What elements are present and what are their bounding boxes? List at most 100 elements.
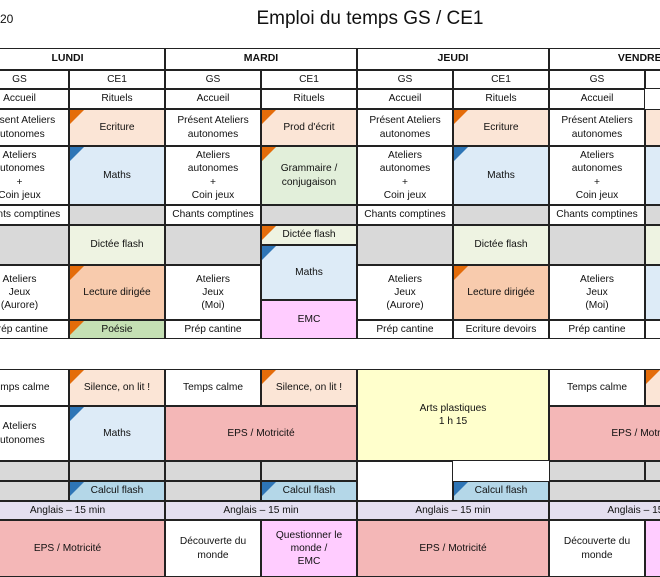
morning-slot-text: Chants comptines <box>172 209 254 221</box>
morning-slot: Prép cantine <box>357 320 453 339</box>
day-header-jeudi-text: JEUDI <box>437 52 469 65</box>
subject-marker-icon <box>454 110 468 124</box>
morning-slot: Ateliers autonomes + Coin jeux <box>357 146 453 205</box>
subject-marker-icon <box>262 246 276 260</box>
morning-slot-text: Prod d'écrit <box>283 121 335 133</box>
morning-slot: Ateliers Jeux (Aurore) <box>357 265 453 320</box>
afternoon-slot: Temps calme <box>165 369 261 406</box>
afternoon-slot: Calcul flash <box>69 481 165 501</box>
afternoon-slot-empty <box>549 481 660 501</box>
morning-slot: Accueil <box>165 89 261 109</box>
morning-slot-cut <box>645 146 660 205</box>
morning-slot-text: Ateliers autonomes + Coin jeux <box>571 150 623 201</box>
day-header-vendredi: VENDREDI <box>549 48 660 70</box>
morning-slot: Rituels <box>453 89 549 109</box>
morning-slot: Maths <box>69 146 165 205</box>
afternoon-slot: Ateliers autonomes <box>0 406 69 461</box>
morning-slot-text: Dictée flash <box>282 229 336 241</box>
morning-slot-text: Accueil <box>388 93 422 105</box>
morning-slot: Ateliers autonomes + Coin jeux <box>165 146 261 205</box>
level-header-ce1-text: CE1 <box>299 73 319 85</box>
afternoon-slot <box>645 461 660 481</box>
morning-slot: Prép cantine <box>549 320 645 339</box>
level-header-gs: GS <box>165 70 261 89</box>
afternoon-slot-text: Temps calme <box>182 381 243 393</box>
afternoon-slot: Silence, on lit ! <box>261 369 357 406</box>
afternoon-slot-text: Découverte du monde <box>563 536 631 561</box>
day-header-lundi-text: LUNDI <box>51 52 84 65</box>
morning-slot-text: Maths <box>103 169 131 181</box>
morning-slot: Chants comptines <box>0 205 69 225</box>
morning-slot-text: Ateliers Jeux (Aurore) <box>386 273 424 312</box>
afternoon-slot: Calcul flash <box>261 481 357 501</box>
morning-slot-cut <box>645 265 660 320</box>
afternoon-slot-empty <box>357 461 453 501</box>
afternoon-slot <box>165 461 261 481</box>
afternoon-slot <box>549 461 645 481</box>
afternoon-slot: Temps calme <box>549 369 645 406</box>
morning-slot-text: Accueil <box>3 93 36 105</box>
morning-slot-text: Chants comptines <box>0 209 61 221</box>
english-slot: Anglais – 15 min <box>0 501 165 520</box>
morning-slot: Ateliers Jeux (Aurore) <box>0 265 69 320</box>
morning-slot-text: Chants comptines <box>556 209 638 221</box>
english-slot-text: Anglais – 15 min <box>223 504 299 516</box>
level-header-ce1: CE1 <box>69 70 165 89</box>
morning-slot-text: Maths <box>487 169 515 181</box>
subject-marker-icon <box>262 147 276 161</box>
morning-slot: Accueil <box>357 89 453 109</box>
level-header-ce1: CE1 <box>261 70 357 89</box>
level-header-ce1: CE1 <box>645 70 660 89</box>
afternoon-slot: Découverte du monde <box>549 520 645 577</box>
subject-marker-icon <box>454 147 468 161</box>
morning-slot <box>357 225 453 265</box>
morning-slot-text: Poésie <box>101 323 133 335</box>
morning-slot-text: Lecture dirigée <box>83 286 151 298</box>
english-slot: Anglais – 15 min <box>357 501 549 520</box>
morning-slot: Chants comptines <box>549 205 645 225</box>
morning-slot-text: Prép cantine <box>0 323 49 335</box>
morning-slot: Lecture dirigée <box>453 265 549 320</box>
morning-slot-text: EMC <box>297 313 321 325</box>
morning-slot-text: Grammaire / conjugaison <box>280 163 338 188</box>
morning-slot <box>453 205 549 225</box>
afternoon-slot: Questionner le monde / EMC <box>261 520 357 577</box>
day-header-lundi: LUNDI <box>0 48 165 70</box>
level-header-gs-text: GS <box>589 73 605 85</box>
morning-slot-text: Présent Ateliers autonomes <box>0 115 56 140</box>
day-header-jeudi: JEUDI <box>357 48 549 70</box>
morning-slot: Accueil <box>0 89 69 109</box>
morning-slot: Rituels <box>261 89 357 109</box>
afternoon-slot-text: Temps calme <box>0 381 50 393</box>
afternoon-slot-text: EPS / Motricité <box>611 427 660 439</box>
morning-slot: Grammaire / conjugaison <box>261 146 357 205</box>
subject-marker-icon <box>262 110 276 124</box>
morning-slot: Ateliers Jeux (Moi) <box>549 265 645 320</box>
day-header-mardi-text: MARDI <box>243 52 279 65</box>
subject-marker-icon <box>70 110 84 124</box>
morning-slot: Ateliers autonomes + Coin jeux <box>0 146 69 205</box>
morning-slot-text: Présent Ateliers autonomes <box>561 115 633 140</box>
morning-slot: Lecture dirigée <box>69 265 165 320</box>
level-header-ce1-text: CE1 <box>491 73 511 85</box>
afternoon-slot-text: Silence, on lit ! <box>275 381 343 393</box>
afternoon-slot <box>69 461 165 481</box>
morning-slot: Maths <box>261 245 357 300</box>
morning-slot-text: Rituels <box>293 93 325 105</box>
english-slot: Anglais – 15 min <box>165 501 357 520</box>
afternoon-slot-text: Maths <box>103 427 131 439</box>
morning-slot-text: Présent Ateliers autonomes <box>369 115 441 140</box>
morning-slot-text: Ateliers autonomes + Coin jeux <box>379 150 431 201</box>
english-slot-text: Anglais – 15 min <box>415 504 491 516</box>
afternoon-slot <box>261 461 357 481</box>
morning-slot-text: Ateliers autonomes + Coin jeux <box>187 150 239 201</box>
day-header-mardi: MARDI <box>165 48 357 70</box>
morning-slot-text: Ateliers Jeux (Moi) <box>580 273 614 312</box>
afternoon-slot-text: Arts plastiques 1 h 15 <box>419 402 487 427</box>
morning-slot: Rituels <box>69 89 165 109</box>
morning-slot: EMC <box>261 300 357 339</box>
morning-slot-text: Accueil <box>580 93 614 105</box>
morning-slot: Ateliers autonomes + Coin jeux <box>549 146 645 205</box>
morning-slot-text: Dictée flash <box>474 239 528 251</box>
afternoon-slot: Arts plastiques 1 h 15 <box>357 369 549 461</box>
